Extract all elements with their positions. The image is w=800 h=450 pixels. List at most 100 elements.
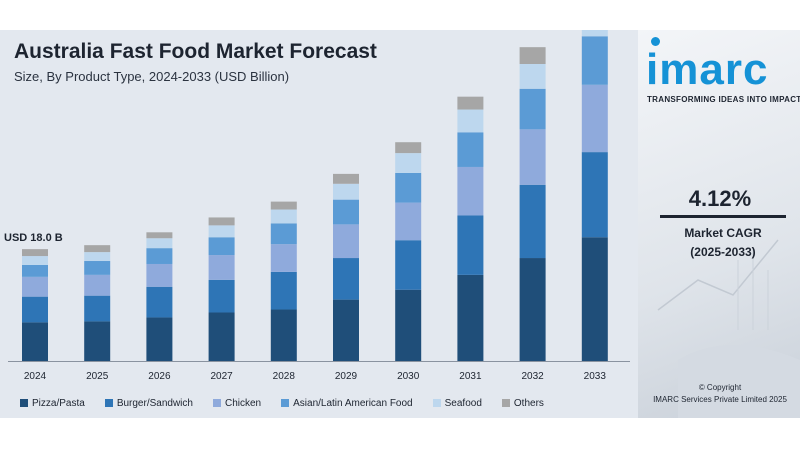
bar-segment-2031-asian-latin-american-food <box>457 132 484 167</box>
bar-segment-2027-asian-latin-american-food <box>208 237 235 256</box>
bar-segment-2027-others <box>208 217 235 226</box>
bar-segment-2024-seafood <box>22 256 48 265</box>
bar-segment-2025-pizza-pasta <box>84 321 111 361</box>
bar-segment-2029-pizza-pasta <box>333 299 359 361</box>
bar-segment-2030-seafood <box>395 153 422 173</box>
bar-segment-2032-pizza-pasta <box>519 258 546 361</box>
legend-item-chicken: Chicken <box>212 397 262 409</box>
legend-swatch <box>281 399 290 407</box>
bar-segment-2026-burger-sandwich <box>146 286 173 318</box>
bar-segment-2031-others <box>457 96 484 110</box>
bar-segment-2032-seafood <box>519 64 546 89</box>
bar-segment-2027-seafood <box>208 225 235 238</box>
bar-segment-2027-burger-sandwich <box>208 279 235 313</box>
logo-dot <box>651 37 660 46</box>
legend-item-asian-latin-american-food: Asian/Latin American Food <box>281 398 413 409</box>
bar-segment-2033-burger-sandwich <box>581 152 608 238</box>
bar-segment-2029-seafood <box>333 183 359 200</box>
legend-item-burger-sandwich: Burger/Sandwich <box>104 397 193 409</box>
x-tick-label-2030: 2030 <box>397 371 420 382</box>
bar-segment-2031-pizza-pasta <box>457 274 484 361</box>
bar-segment-2025-asian-latin-american-food <box>84 261 111 275</box>
legend-item-others: Others <box>501 398 544 409</box>
copyright-notice: © Copyright IMARC Services Private Limit… <box>644 382 796 406</box>
bar-segment-2030-burger-sandwich <box>395 240 422 290</box>
legend-swatch <box>432 399 441 407</box>
x-tick-label-2025: 2025 <box>86 371 109 382</box>
bar-segment-2028-pizza-pasta <box>270 309 297 361</box>
bar-segment-2029-asian-latin-american-food <box>333 199 359 225</box>
cagr-value: 4.12% <box>688 186 752 211</box>
bar-segment-2031-burger-sandwich <box>457 215 484 275</box>
x-tick-label-2033: 2033 <box>584 371 607 382</box>
bar-segment-2032-asian-latin-american-food <box>519 88 546 130</box>
total-annotation-2024: USD 18.0 B <box>4 232 63 244</box>
bar-segment-2024-asian-latin-american-food <box>22 264 48 277</box>
legend-swatch <box>501 399 510 407</box>
bar-segment-2033-pizza-pasta <box>581 237 608 361</box>
top-band <box>0 0 800 30</box>
bar-segment-2031-seafood <box>457 109 484 133</box>
copyright-line-1: © Copyright <box>698 383 742 392</box>
bar-segment-2024-burger-sandwich <box>22 296 48 323</box>
side-panel <box>638 30 800 418</box>
bar-segment-2033-asian-latin-american-food <box>581 36 608 85</box>
legend-label: Pizza/Pasta <box>32 397 85 409</box>
bar-segment-2033-chicken <box>581 84 608 153</box>
bar-segment-2030-others <box>395 142 422 154</box>
bar-segment-2031-chicken <box>457 166 484 216</box>
bar-segment-2025-chicken <box>84 274 111 296</box>
bar-segment-2030-asian-latin-american-food <box>395 172 422 203</box>
bar-segment-2028-chicken <box>270 244 297 272</box>
x-tick-label-2029: 2029 <box>335 371 358 382</box>
bar-segment-2030-chicken <box>395 202 422 241</box>
cagr-divider <box>660 215 786 218</box>
bottom-band <box>0 418 800 450</box>
legend-label: Seafood <box>444 397 482 409</box>
bar-segment-2026-others <box>146 232 173 239</box>
legend-swatch <box>104 399 113 407</box>
cagr-label: Market CAGR <box>684 226 762 240</box>
x-tick-label-2027: 2027 <box>210 371 233 382</box>
bar-segment-2026-seafood <box>146 238 173 249</box>
bar-segment-2028-seafood <box>270 209 297 224</box>
imarc-logo[interactable]: imarc <box>646 45 769 94</box>
chart-title: Australia Fast Food Market Forecast <box>14 40 377 63</box>
x-tick-label-2026: 2026 <box>148 371 171 382</box>
logo-tagline: TRANSFORMING IDEAS INTO IMPACT <box>647 95 800 104</box>
bar-segment-2032-others <box>519 47 546 64</box>
bar-segment-2025-seafood <box>84 252 111 262</box>
bar-segment-2026-chicken <box>146 263 173 287</box>
legend-label: Chicken <box>224 397 262 409</box>
bar-segment-2033-seafood <box>581 30 608 37</box>
legend-label: Asian/Latin American Food <box>293 397 413 409</box>
background-decoration <box>657 239 800 418</box>
x-tick-label-2028: 2028 <box>273 371 296 382</box>
bar-segment-2032-chicken <box>519 129 546 185</box>
cagr-period: (2025-2033) <box>690 245 756 259</box>
bar-segment-2032-burger-sandwich <box>519 184 546 259</box>
stacked-bar-chart: 2024 2025 2026 2027 2028 2029 2030 2031 2032 2033… <box>4 30 630 382</box>
bar-segment-2025-others <box>84 245 111 253</box>
bar-segment-2029-chicken <box>333 224 359 259</box>
bar-segment-2029-burger-sandwich <box>333 258 359 300</box>
legend-label: Burger/Sandwich <box>116 397 193 409</box>
bar-segment-2030-pizza-pasta <box>395 289 422 361</box>
x-tick-label-2024: 2024 <box>24 371 47 382</box>
legend-item-seafood: Seafood <box>432 397 482 409</box>
bar-segment-2028-others <box>270 201 297 210</box>
bar-segment-2028-asian-latin-american-food <box>270 223 297 245</box>
bar-segment-2024-pizza-pasta <box>22 322 48 361</box>
bar-segment-2024-chicken <box>22 276 48 297</box>
legend-swatch <box>20 399 28 407</box>
bar-segment-2029-others <box>333 173 359 184</box>
bar-segment-2026-asian-latin-american-food <box>146 248 173 264</box>
bar-segment-2028-burger-sandwich <box>270 271 297 310</box>
legend-item-pizza-pasta: Pizza/Pasta <box>20 398 85 409</box>
bar-segment-2026-pizza-pasta <box>146 317 173 361</box>
x-tick-label-2031: 2031 <box>459 371 482 382</box>
copyright-line-2: IMARC Services Private Limited 2025 <box>653 395 787 404</box>
bar-segment-2027-chicken <box>208 255 235 280</box>
bar-segment-2024-others <box>22 249 48 257</box>
bar-segment-2025-burger-sandwich <box>84 295 111 322</box>
